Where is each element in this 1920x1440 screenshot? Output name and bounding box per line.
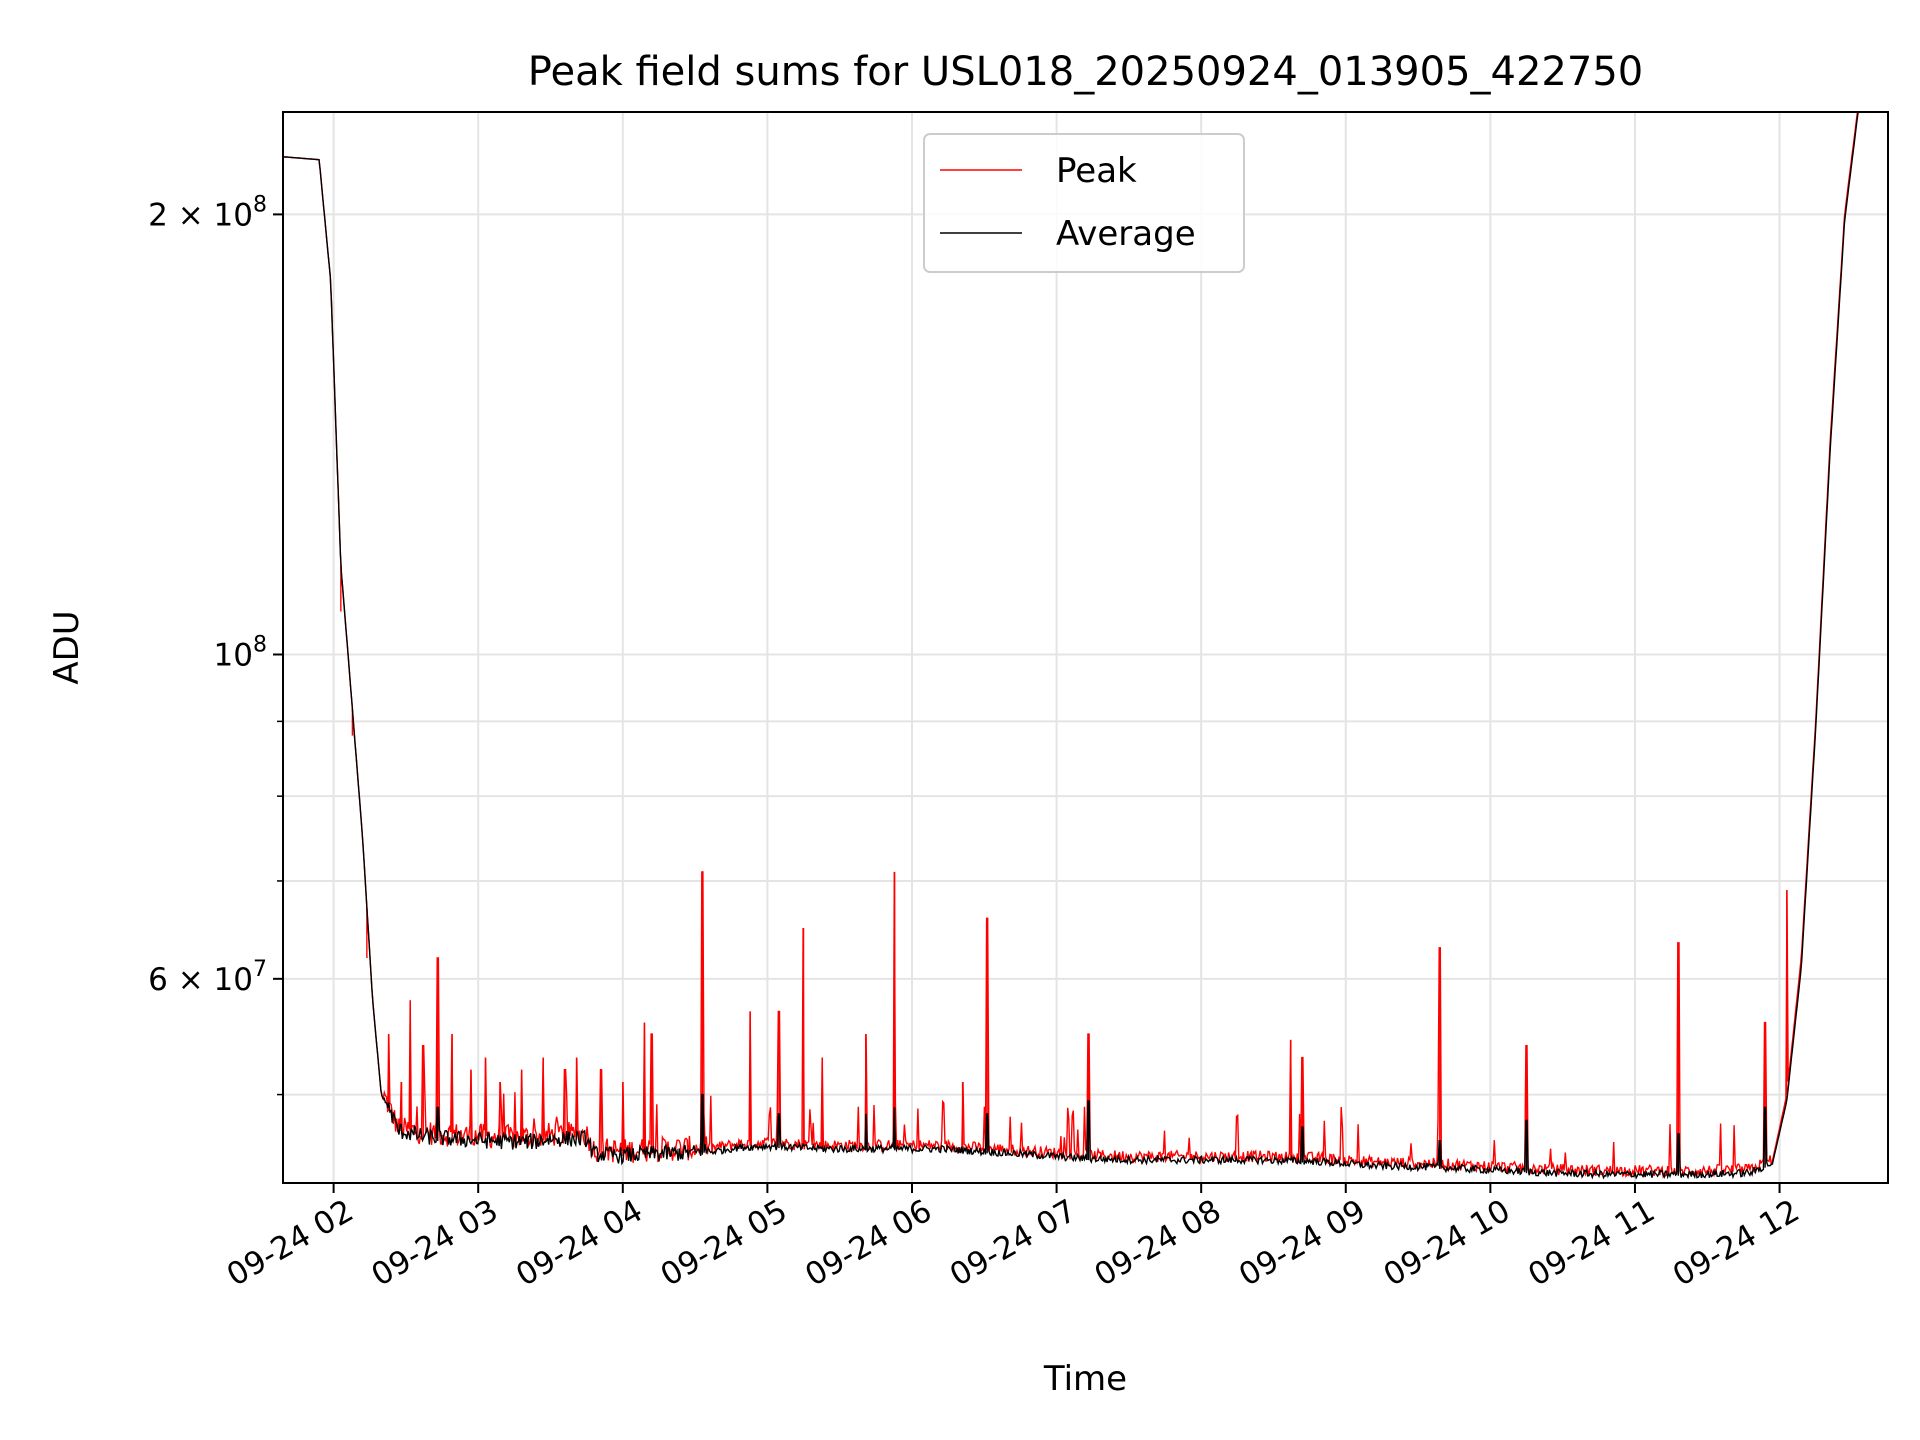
y-axis-label: ADU [47,610,87,684]
y-tick-label: 108 [214,632,267,673]
legend-label-peak: Peak [1056,151,1137,191]
series-layer [283,112,1859,1180]
y-tick-label: 6 × 107 [148,957,267,998]
legend-label-average: Average [1056,214,1196,254]
x-axis-label: Time [1043,1359,1127,1399]
series-line-average [283,112,1859,1180]
legend: Peak Average [923,133,1245,273]
grid [283,112,1888,1183]
y-tick-label: 2 × 108 [148,192,267,233]
plot-frame [282,111,1889,1184]
chart-title: Peak field sums for USL018_20250924_0139… [528,49,1643,95]
legend-box [923,133,1245,273]
